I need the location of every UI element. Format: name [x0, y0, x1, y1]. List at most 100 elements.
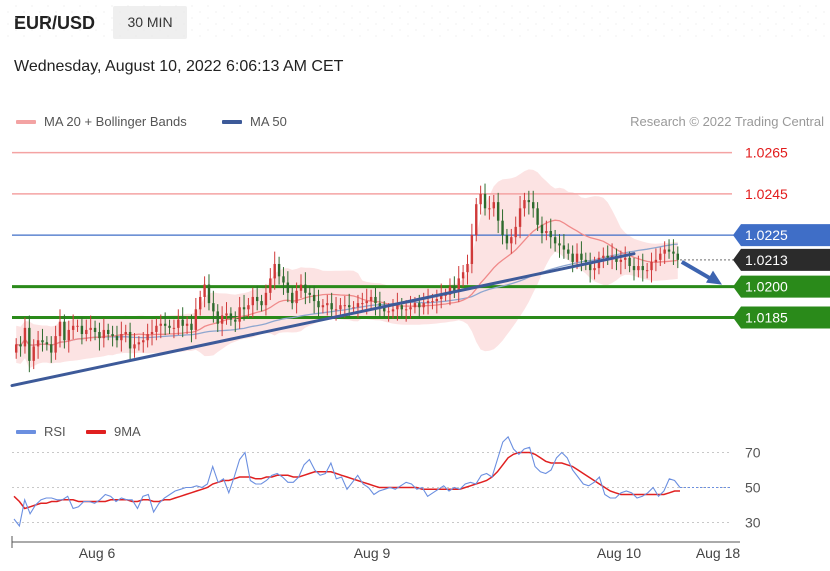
grid-dot	[543, 17, 545, 19]
grid-dot	[551, 35, 553, 37]
candle-body	[41, 340, 44, 343]
grid-dot	[359, 35, 361, 37]
grid-dot	[415, 5, 417, 7]
legend-rsi-ma: 9MA	[86, 424, 141, 439]
grid-dot	[79, 17, 81, 19]
grid-dot	[71, 35, 73, 37]
candle-body	[220, 315, 224, 324]
candle-body	[667, 249, 671, 252]
candle-body	[255, 296, 259, 302]
grid-dot	[703, 5, 705, 7]
grid-dot	[823, 35, 825, 37]
grid-dot	[735, 29, 737, 31]
grid-dot	[119, 35, 121, 37]
grid-dot	[335, 29, 337, 31]
research-credit: Research © 2022 Trading Central	[630, 114, 824, 129]
candle-body	[501, 220, 504, 236]
grid-dot	[743, 11, 745, 13]
grid-dot	[367, 29, 369, 31]
grid-dot	[527, 29, 529, 31]
grid-dot	[719, 5, 721, 7]
candle-body	[374, 296, 377, 304]
candle-body	[409, 307, 412, 310]
grid-dot	[327, 35, 329, 37]
grid-dot	[487, 11, 489, 13]
grid-dot	[479, 5, 481, 7]
grid-dot	[727, 23, 729, 25]
grid-dot	[71, 23, 73, 25]
grid-dot	[647, 23, 649, 25]
grid-dot	[455, 11, 457, 13]
grid-dot	[335, 17, 337, 19]
candle-body	[483, 193, 487, 209]
grid-dot	[79, 5, 81, 7]
grid-dot	[567, 35, 569, 37]
grid-dot	[367, 5, 369, 7]
grid-dot	[343, 23, 345, 25]
grid-dot	[767, 5, 769, 7]
candle-body	[466, 263, 469, 273]
grid-dot	[423, 23, 425, 25]
grid-dot	[407, 35, 409, 37]
grid-dot	[695, 23, 697, 25]
grid-dot	[567, 11, 569, 13]
candle-body	[383, 307, 386, 312]
grid-dot	[175, 29, 177, 31]
timeframe-button[interactable]: 30 MIN	[113, 6, 187, 39]
grid-dot	[751, 17, 753, 19]
grid-dot	[135, 23, 137, 25]
grid-dot	[511, 29, 513, 31]
candle-body	[238, 307, 241, 322]
grid-dot	[143, 29, 145, 31]
candle-body	[334, 309, 338, 311]
grid-dot	[495, 17, 497, 19]
grid-dot	[479, 17, 481, 19]
grid-dot	[271, 5, 273, 7]
grid-dot	[23, 11, 25, 13]
candle-body	[159, 323, 162, 326]
grid-dot	[151, 11, 153, 13]
grid-dot	[263, 11, 265, 13]
grid-dot	[391, 35, 393, 37]
grid-dot	[183, 35, 185, 37]
candle-body	[369, 296, 373, 302]
grid-dot	[591, 17, 593, 19]
grid-dot	[431, 29, 433, 31]
candle-body	[317, 301, 320, 308]
candle-body	[45, 342, 49, 345]
grid-dot	[671, 5, 673, 7]
candle-body	[448, 286, 452, 295]
grid-dot	[103, 11, 105, 13]
grid-dot	[471, 11, 473, 13]
grid-dot	[599, 35, 601, 37]
grid-dot	[79, 29, 81, 31]
grid-dot	[719, 29, 721, 31]
grid-dot	[383, 29, 385, 31]
candle-body	[588, 261, 592, 271]
grid-dot	[359, 23, 361, 25]
candle-body	[98, 331, 101, 339]
grid-dot	[263, 23, 265, 25]
candle-body	[659, 253, 662, 260]
grid-dot	[215, 35, 217, 37]
grid-dot	[319, 29, 321, 31]
grid-dot	[527, 5, 529, 7]
grid-dot	[263, 35, 265, 37]
candle-body	[207, 284, 211, 304]
grid-dot	[535, 35, 537, 37]
grid-dot	[631, 35, 633, 37]
candle-body	[672, 251, 675, 254]
grid-dot	[583, 11, 585, 13]
grid-dot	[295, 35, 297, 37]
grid-dot	[799, 5, 801, 7]
legend-ma20-swatch	[16, 119, 36, 124]
candle-body	[343, 305, 347, 307]
grid-dot	[703, 17, 705, 19]
grid-dot	[607, 17, 609, 19]
grid-dot	[119, 23, 121, 25]
candle-body	[229, 313, 233, 320]
grid-dot	[95, 17, 97, 19]
grid-dot	[287, 29, 289, 31]
candle-body	[203, 284, 206, 297]
